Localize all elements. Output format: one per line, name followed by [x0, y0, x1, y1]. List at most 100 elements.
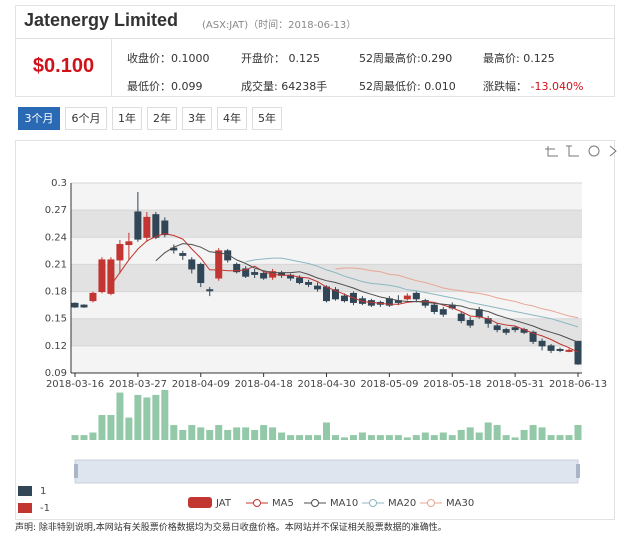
candle-body: [179, 253, 187, 256]
x-tick-label: 2018-04-18: [235, 379, 293, 390]
stat-value: 0.010: [424, 80, 456, 93]
candle-body: [439, 309, 447, 315]
volume-bar: [493, 425, 501, 440]
legend-swatch: [369, 499, 377, 507]
y-tick-label: 0.24: [45, 232, 67, 243]
period-tab[interactable]: 5年: [252, 107, 282, 130]
period-tab[interactable]: 2年: [147, 107, 177, 130]
slider-track[interactable]: [74, 459, 579, 484]
volume-bar: [278, 432, 286, 440]
volume-bar: [340, 437, 348, 440]
volume: [71, 390, 582, 440]
tool-restore[interactable]: [588, 145, 600, 157]
candle-body: [296, 277, 304, 284]
stat: 收盘价：0.1000: [127, 50, 210, 66]
slider-handle[interactable]: [74, 464, 78, 478]
candle-body: [493, 325, 501, 331]
volume-bar: [475, 432, 483, 440]
stat: 最低价：0.099: [127, 78, 203, 94]
volume-bar: [314, 435, 322, 440]
volume-bar: [358, 432, 366, 440]
divider: [16, 38, 614, 39]
volume-bar: [233, 427, 241, 440]
volume-bar: [71, 435, 79, 440]
candle-body: [161, 220, 169, 236]
period-tab[interactable]: 3个月: [18, 107, 60, 130]
candle-body: [412, 292, 420, 300]
stat-value: 0.290: [420, 52, 453, 65]
plot-area: [71, 182, 582, 374]
stat-value: 0.099: [171, 80, 203, 93]
period-tab[interactable]: 6个月: [65, 107, 107, 130]
slider-handle[interactable]: [576, 464, 580, 478]
candle-body: [197, 263, 205, 284]
legend-swatch: [253, 499, 261, 507]
volume-bar: [511, 437, 519, 440]
price: $0.100: [32, 55, 95, 77]
y-tick-label: 0.18: [45, 287, 67, 298]
chart-panel: [15, 140, 615, 520]
candle-body: [251, 272, 259, 275]
stat-value: 0.125: [288, 52, 321, 65]
period-tab[interactable]: 3年: [182, 107, 212, 130]
candle-body: [430, 304, 438, 312]
candle-body: [89, 292, 97, 302]
volume-bar: [502, 435, 510, 440]
candle-body: [116, 244, 124, 261]
volume-bar: [242, 427, 250, 440]
volume-bar: [116, 392, 124, 440]
volume-bar: [466, 427, 474, 440]
candle-body: [466, 320, 474, 326]
volume-bar: [430, 435, 438, 440]
volume-bar: [89, 432, 97, 440]
volume-bar: [269, 427, 277, 440]
volume-bar: [574, 424, 582, 440]
volume-bar: [529, 425, 537, 440]
x-tick-label: 2018-06-13: [549, 379, 607, 390]
candle-body: [314, 285, 322, 290]
y-tick-label: 0.09: [45, 368, 67, 379]
volume-bar: [403, 437, 411, 440]
stat: 52周最低价: 0.010: [359, 78, 456, 94]
legend-swatch: [427, 499, 435, 507]
ma-line: [335, 267, 579, 319]
volume-bar: [296, 435, 304, 440]
y-tick-label: 0.15: [45, 314, 67, 325]
y-tick-label: 0.27: [45, 205, 67, 216]
volume-bar: [421, 432, 429, 440]
x-tick-label: 2018-04-30: [297, 379, 355, 390]
candle-body: [215, 250, 223, 279]
stat: 开盘价： 0.125: [241, 50, 320, 66]
legend-label: MA30: [446, 498, 474, 509]
stat: 最高价: 0.125: [483, 50, 555, 66]
stock-subtitle: (ASX:JAT)（时间：2018-06-13）: [202, 20, 357, 31]
candle-body: [224, 250, 232, 261]
stat-value: 0.1000: [171, 52, 210, 65]
period-tab[interactable]: 1年: [112, 107, 142, 130]
volume-bar: [80, 435, 88, 440]
stat: 涨跌幅： -13.040%: [483, 78, 583, 94]
volume-bar: [331, 435, 339, 440]
tool-back[interactable]: [566, 145, 579, 157]
candle-body: [538, 340, 546, 347]
legend-label: MA20: [388, 498, 416, 509]
stat-label: 最高价:: [483, 52, 524, 65]
volume-bar: [152, 394, 160, 440]
tool-zoom[interactable]: [545, 146, 558, 157]
stat-label: 涨跌幅：: [483, 80, 531, 93]
visual-map-label: 1: [40, 486, 46, 497]
candle-body: [565, 349, 573, 352]
legend-label: JAT: [215, 498, 232, 509]
volume-bar: [565, 435, 573, 440]
tool-save[interactable]: [609, 145, 617, 157]
candle-body: [547, 345, 555, 351]
y-tick-label: 0.3: [51, 178, 67, 189]
stat-value: -13.040%: [530, 80, 584, 93]
period-tab[interactable]: 4年: [217, 107, 247, 130]
volume-bar: [520, 429, 528, 440]
candle-body: [188, 259, 196, 270]
volume-bar: [305, 435, 313, 440]
volume-bar: [125, 417, 133, 440]
